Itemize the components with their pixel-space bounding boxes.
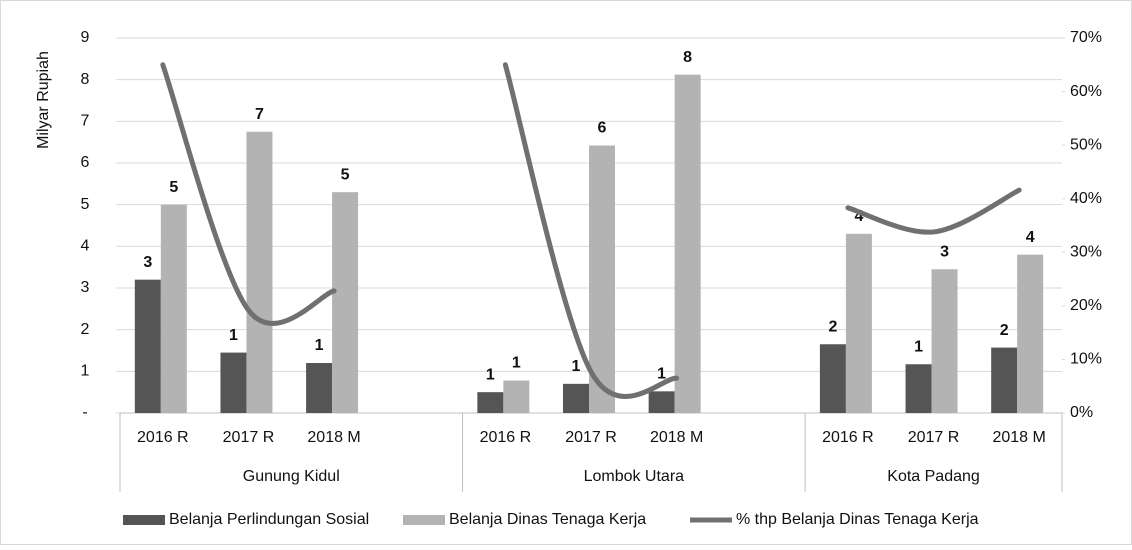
data-label: 3 xyxy=(940,243,949,260)
data-label: 2 xyxy=(828,318,837,335)
x-tick-label: 2017 R xyxy=(565,429,617,446)
y-tick-label: 3 xyxy=(81,279,90,296)
y2-tick-label: 70% xyxy=(1070,29,1102,46)
x-tick-label: 2018 M xyxy=(992,429,1045,446)
legend-label: Belanja Perlindungan Sosial xyxy=(169,511,369,528)
bar xyxy=(589,145,615,413)
data-label: 3 xyxy=(143,254,152,271)
y-axis-label: Milyar Rupiah xyxy=(35,51,52,149)
y2-tick-label: 30% xyxy=(1070,244,1102,261)
y-tick-label: 6 xyxy=(81,154,90,171)
legend-label: Belanja Dinas Tenaga Kerja xyxy=(449,511,646,528)
data-label: 6 xyxy=(598,120,607,137)
x-tick-label: 2016 R xyxy=(480,429,532,446)
group-label: Lombok Utara xyxy=(584,468,685,485)
line-series xyxy=(502,62,680,399)
legend-swatch xyxy=(123,515,165,525)
legend-label: % thp Belanja Dinas Tenaga Kerja xyxy=(736,511,979,528)
data-label: 1 xyxy=(657,366,666,383)
y-tick-label: 4 xyxy=(81,238,90,255)
line-series xyxy=(160,62,337,326)
bar xyxy=(991,347,1018,413)
bar xyxy=(503,380,530,413)
data-label: 1 xyxy=(229,327,238,344)
bar xyxy=(477,392,504,413)
legend-swatch xyxy=(403,515,445,525)
data-label: 1 xyxy=(486,366,495,383)
data-label: 4 xyxy=(1026,229,1035,246)
bar xyxy=(160,204,187,413)
bar xyxy=(819,344,846,413)
bar xyxy=(134,279,161,413)
y-tick-label: 5 xyxy=(81,196,90,213)
bar xyxy=(332,192,359,413)
x-tick-label: 2017 R xyxy=(223,429,275,446)
data-label: 1 xyxy=(315,337,324,354)
x-tick-label: 2018 M xyxy=(307,429,360,446)
bar xyxy=(931,269,958,413)
y2-tick-label: 10% xyxy=(1070,351,1102,368)
bar xyxy=(306,363,333,413)
bar xyxy=(674,74,701,414)
line-series xyxy=(845,187,1022,235)
y2-tick-label: 60% xyxy=(1070,83,1102,100)
group-label: Kota Padang xyxy=(887,468,980,485)
y-tick-label: 8 xyxy=(81,71,90,88)
y-tick-label: 1 xyxy=(81,363,90,380)
x-tick-label: 2016 R xyxy=(822,429,874,446)
x-tick-label: 2016 R xyxy=(137,429,189,446)
data-label: 7 xyxy=(255,106,264,123)
data-label: 2 xyxy=(1000,322,1009,339)
data-label: 1 xyxy=(512,355,521,372)
y2-tick-label: 20% xyxy=(1070,297,1102,314)
bar xyxy=(220,352,247,413)
y-tick-label: 9 xyxy=(81,29,90,46)
data-label: 5 xyxy=(341,166,350,183)
y-tick-label: 7 xyxy=(81,113,90,130)
bar xyxy=(905,364,932,413)
data-label: 1 xyxy=(572,358,581,375)
y-tick-label: 2 xyxy=(81,321,90,338)
x-tick-label: 2018 M xyxy=(650,429,703,446)
bar xyxy=(246,131,273,413)
y2-tick-label: 40% xyxy=(1070,190,1102,207)
data-label: 8 xyxy=(683,49,692,66)
y-tick-label: - xyxy=(82,404,87,421)
x-tick-label: 2017 R xyxy=(908,429,960,446)
data-label: 1 xyxy=(914,338,923,355)
bar xyxy=(845,233,872,413)
bar xyxy=(648,391,675,413)
y2-tick-label: 0% xyxy=(1070,404,1093,421)
bar xyxy=(563,383,589,413)
bar xyxy=(1017,254,1044,413)
group-label: Gunung Kidul xyxy=(243,468,340,485)
y2-tick-label: 50% xyxy=(1070,136,1102,153)
data-label: 5 xyxy=(169,179,178,196)
data-label: 4 xyxy=(854,208,863,225)
